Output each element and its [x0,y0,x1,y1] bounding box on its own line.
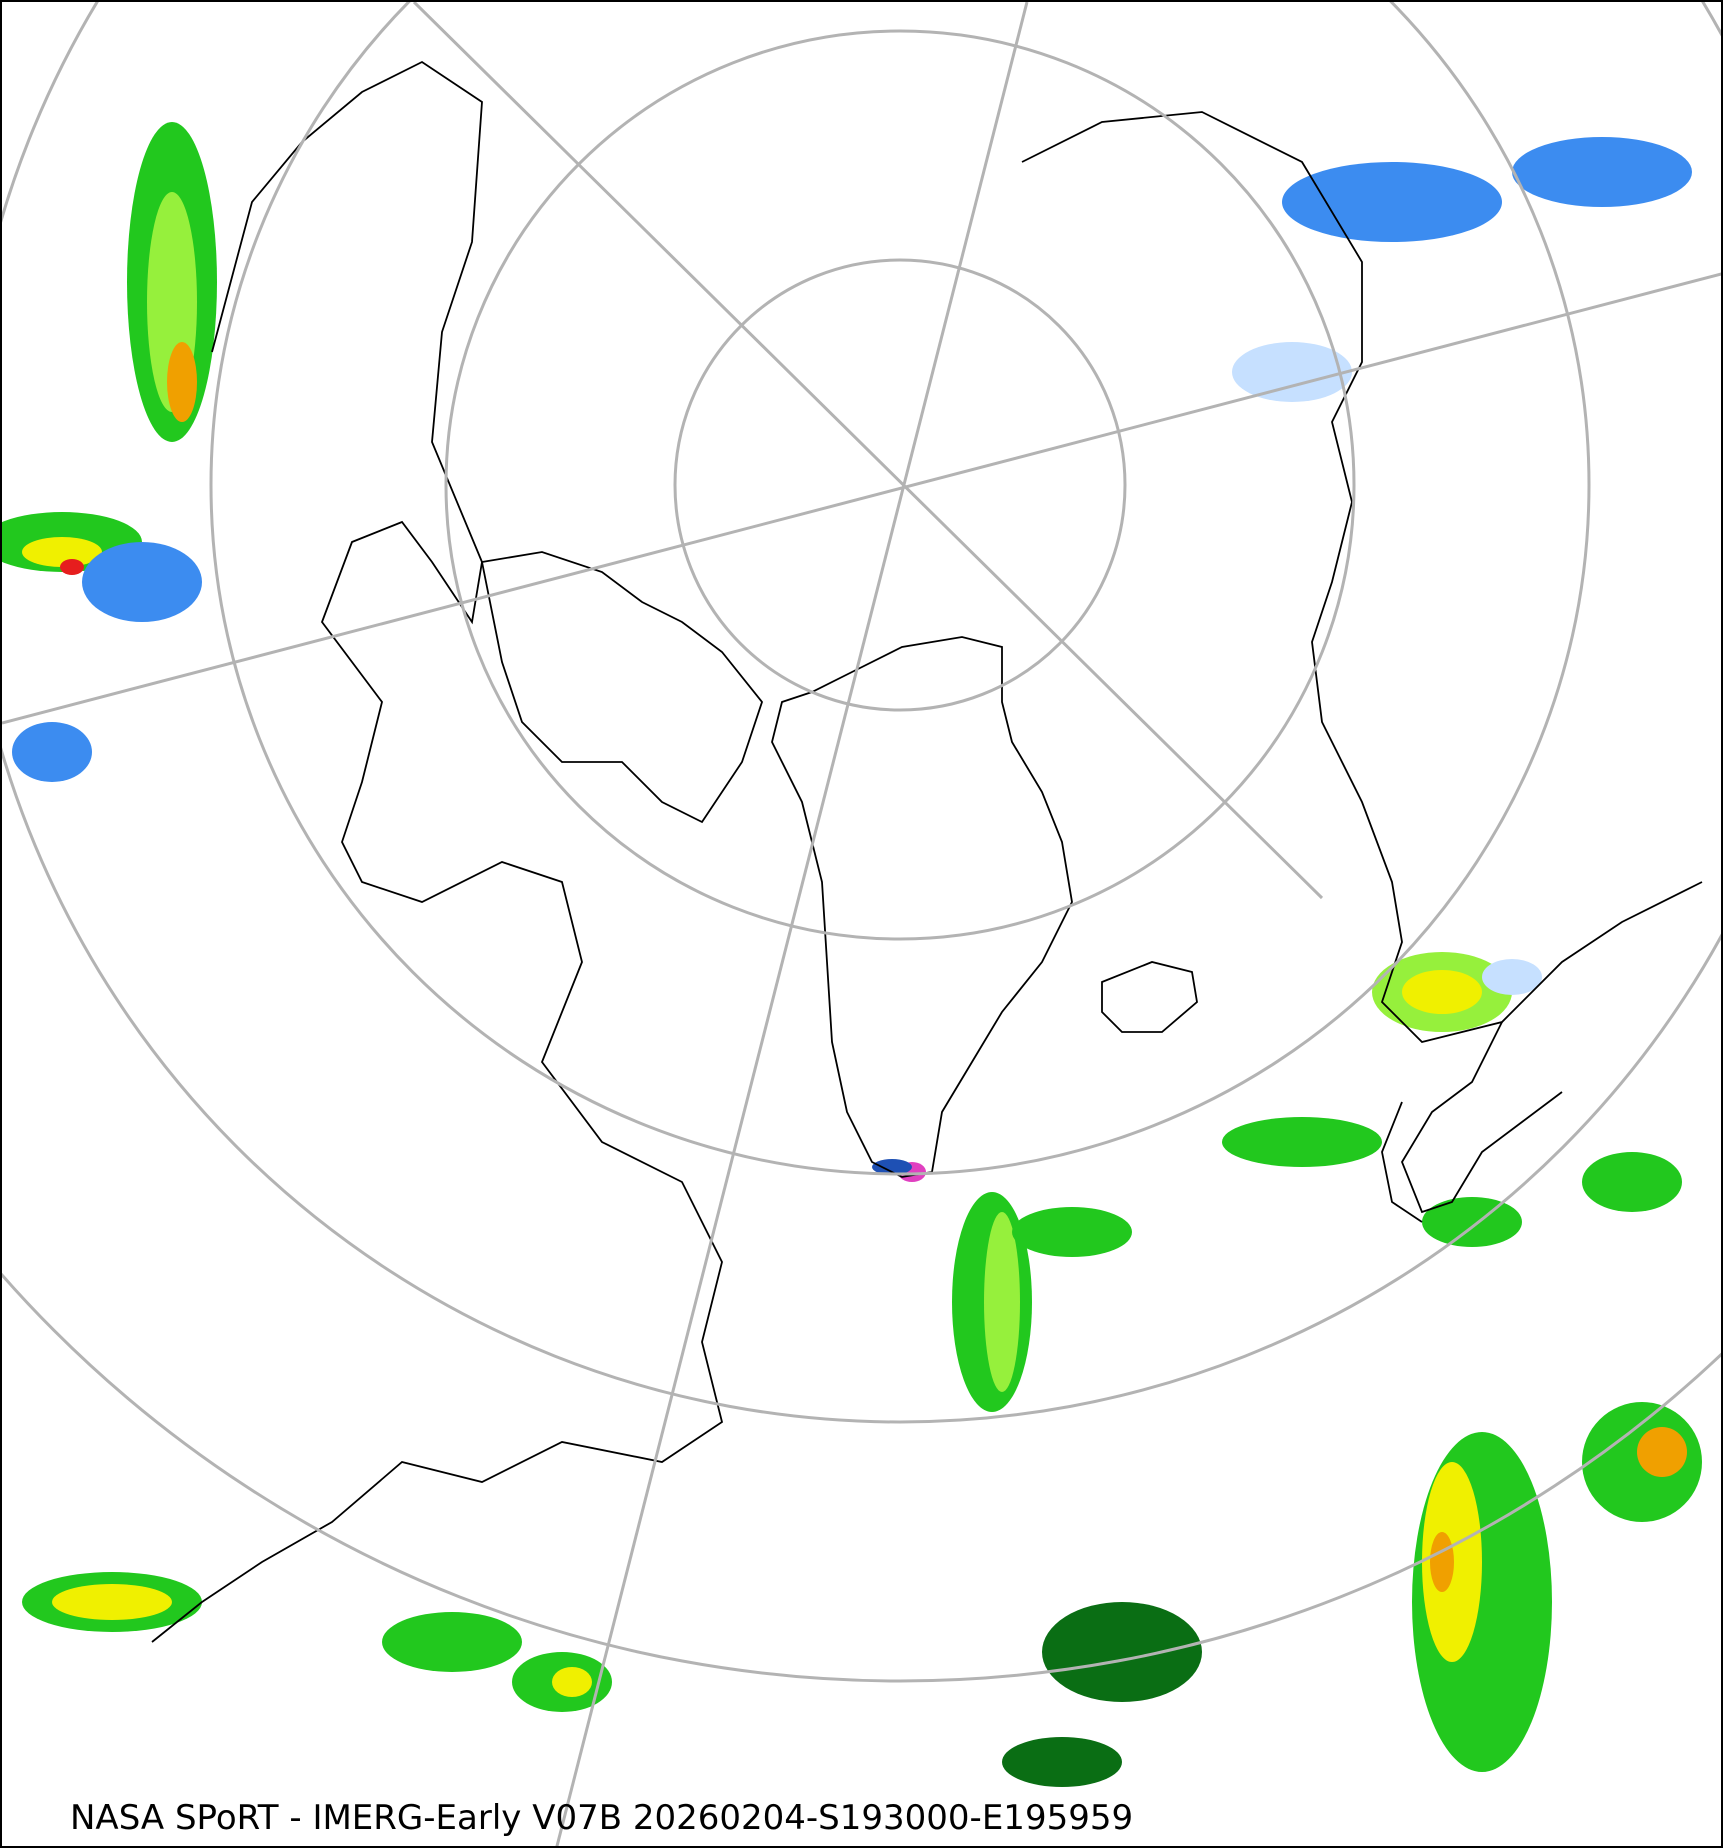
precipitation-area [12,722,92,782]
precipitation-area [872,1159,912,1175]
precipitation-area [1582,1152,1682,1212]
scandinavia-coastline [1400,1021,1563,1214]
precipitation-area [167,342,197,422]
precipitation-area [1222,1117,1382,1167]
map-caption: NASA SPoRT - IMERG-Early V07B 20260204-S… [70,1798,1134,1838]
precipitation-area [1402,970,1482,1014]
precipitation-area [1232,342,1352,402]
precipitation-area [22,537,102,567]
precipitation-area [1012,1207,1132,1257]
latitude-circle [673,258,1127,712]
meridian-line [2,272,1721,725]
meridian-line [555,2,1029,1846]
precipitation-area [1430,1532,1454,1592]
meridian-line [412,2,1324,900]
eurasia-coastline [1021,111,1703,1043]
precipitation-area [382,1612,522,1672]
greenland-coastline [771,636,1073,1178]
iceland-coastline [1101,961,1198,1033]
precipitation-area [52,1584,172,1620]
latitude-circle [2,2,1721,1424]
precipitation-area [1282,162,1502,242]
precipitation-area [1042,1602,1202,1702]
precipitation-area [1422,1197,1522,1247]
precipitation-area [552,1667,592,1697]
north-america-coastline [151,60,724,1643]
precipitation-area [1482,959,1542,995]
precipitation-area [1637,1427,1687,1477]
latitude-circle [2,1272,1721,1683]
precipitation-area [60,559,84,575]
latitude-circle [444,29,1356,941]
precipitation-layer [2,122,1702,1787]
arctic-islands-coastline [480,551,764,824]
uk-coastline [1381,1101,1423,1223]
precipitation-area [1512,137,1692,207]
coastline-layer [151,60,1703,1643]
latitude-circle [209,2,1591,1176]
precipitation-area [984,1212,1020,1392]
precipitation-area [1002,1737,1122,1787]
precipitation-area [82,542,202,622]
